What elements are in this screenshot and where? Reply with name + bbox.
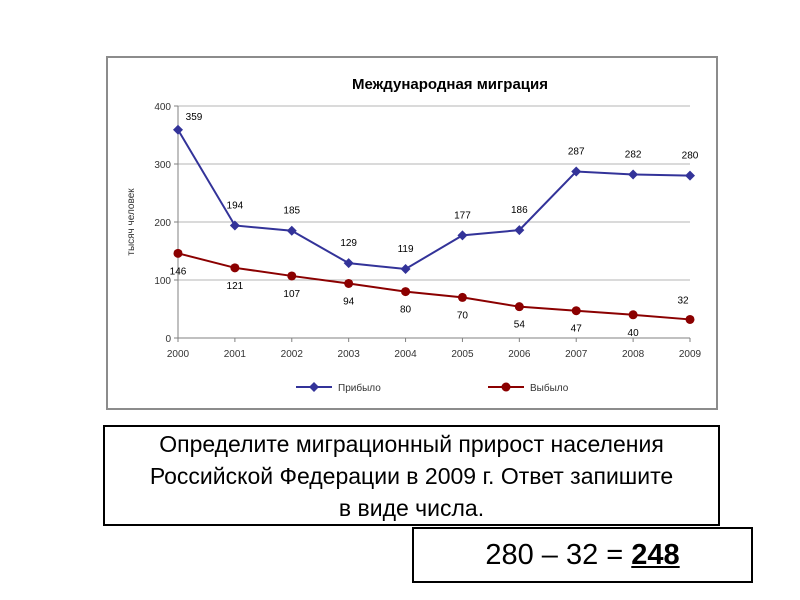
x-tick-label: 2000 bbox=[167, 349, 190, 360]
data-label: 54 bbox=[514, 320, 526, 331]
data-point bbox=[173, 124, 183, 135]
data-label: 359 bbox=[186, 112, 203, 123]
data-point bbox=[628, 169, 639, 180]
data-point bbox=[457, 230, 468, 241]
data-label: 185 bbox=[283, 206, 300, 217]
data-point bbox=[400, 263, 411, 274]
x-tick-label: 2006 bbox=[508, 349, 531, 360]
question-line-2: Российской Федерации в 2009 г. Ответ зап… bbox=[149, 462, 674, 489]
data-label: 287 bbox=[568, 147, 585, 158]
data-point bbox=[229, 220, 240, 231]
data-label: 70 bbox=[457, 310, 469, 321]
legend-marker-1 bbox=[309, 382, 319, 392]
chart-panel: Международная миграция 0 100 200 300 400 2000 2… bbox=[106, 56, 718, 410]
x-tick-label: 2001 bbox=[224, 349, 247, 360]
data-point bbox=[628, 310, 638, 320]
data-point bbox=[685, 170, 695, 181]
data-label: 80 bbox=[400, 305, 412, 316]
data-label: 186 bbox=[511, 205, 528, 216]
data-point bbox=[343, 258, 354, 269]
x-tick-label: 2008 bbox=[622, 349, 645, 360]
x-tick-label: 2005 bbox=[451, 349, 474, 360]
data-label: 282 bbox=[625, 149, 642, 160]
data-label: 119 bbox=[398, 244, 414, 255]
data-point bbox=[571, 166, 582, 177]
data-label: 94 bbox=[343, 296, 355, 307]
x-tick-label: 2004 bbox=[394, 349, 417, 360]
data-label: 280 bbox=[682, 151, 699, 162]
y-tick-label: 100 bbox=[154, 276, 171, 287]
answer-result: 248 bbox=[631, 538, 680, 571]
answer-expression: 280 – 32 = bbox=[485, 538, 632, 571]
data-label: 121 bbox=[227, 281, 244, 292]
data-point bbox=[514, 225, 525, 236]
y-axis-label: тысяч человек bbox=[126, 188, 137, 256]
y-tick-label: 200 bbox=[154, 218, 171, 229]
data-point bbox=[514, 302, 524, 312]
data-label: 146 bbox=[170, 266, 187, 277]
x-tick-label: 2009 bbox=[679, 349, 702, 360]
data-point bbox=[457, 292, 467, 302]
series-line-1 bbox=[177, 129, 691, 271]
x-tick-label: 2002 bbox=[281, 349, 304, 360]
legend-marker-2 bbox=[501, 382, 511, 392]
data-point bbox=[287, 271, 297, 281]
series-line-2 bbox=[177, 252, 691, 321]
y-tick-label: 400 bbox=[154, 102, 171, 113]
data-point bbox=[344, 278, 354, 288]
legend-label-1: Прибыло bbox=[338, 382, 381, 394]
question-box: Определите миграционный прирост населени… bbox=[103, 425, 720, 526]
x-tick-label: 2003 bbox=[338, 349, 361, 360]
data-point bbox=[401, 287, 411, 297]
data-point bbox=[230, 263, 240, 273]
question-line-3: в виде числа. bbox=[338, 494, 485, 521]
data-label: 107 bbox=[283, 289, 300, 300]
answer-box: 280 – 32 = 248 bbox=[412, 527, 753, 583]
data-label: 32 bbox=[677, 295, 689, 306]
data-label: 129 bbox=[340, 238, 357, 249]
data-point bbox=[173, 248, 183, 258]
question-line-1: Определите миграционный прирост населени… bbox=[159, 430, 664, 457]
data-point bbox=[685, 314, 695, 324]
data-label: 47 bbox=[571, 324, 583, 335]
data-point bbox=[571, 306, 581, 316]
y-tick-label: 300 bbox=[154, 160, 171, 171]
chart-title: Международная миграция bbox=[352, 76, 548, 93]
data-label: 194 bbox=[227, 200, 244, 211]
data-label: 40 bbox=[628, 328, 640, 339]
y-tick-label: 0 bbox=[165, 334, 171, 345]
data-point bbox=[286, 225, 297, 236]
data-label: 177 bbox=[454, 210, 471, 221]
line-chart: Международная миграция 0 100 200 300 400 2000 2… bbox=[126, 76, 702, 394]
question-text: Определите миграционный прирост населени… bbox=[150, 428, 673, 524]
x-tick-label: 2007 bbox=[565, 349, 588, 360]
legend-label-2: Выбыло bbox=[530, 382, 569, 394]
